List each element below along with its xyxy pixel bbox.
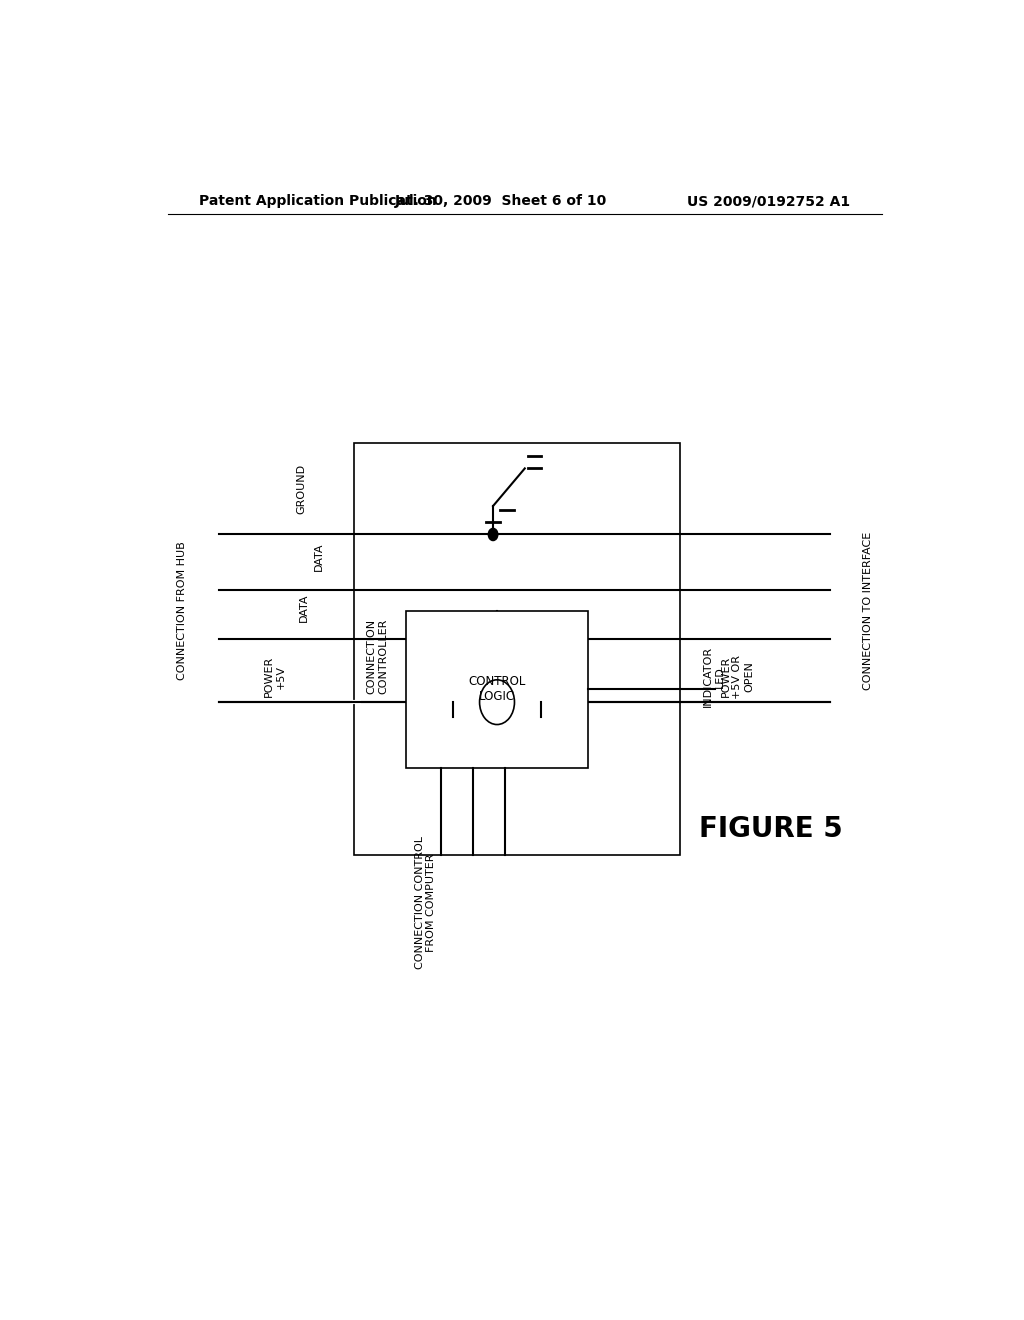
Text: INDICATOR
LED: INDICATOR LED [702, 647, 724, 708]
Text: DATA: DATA [299, 594, 309, 622]
Text: Patent Application Publication: Patent Application Publication [200, 194, 437, 209]
Text: POWER
+5V OR
OPEN: POWER +5V OR OPEN [721, 655, 754, 698]
Circle shape [479, 680, 514, 725]
Circle shape [488, 528, 498, 541]
Text: CONNECTION FROM HUB: CONNECTION FROM HUB [177, 541, 187, 680]
Text: FIGURE 5: FIGURE 5 [699, 816, 843, 843]
Text: Jul. 30, 2009  Sheet 6 of 10: Jul. 30, 2009 Sheet 6 of 10 [395, 194, 607, 209]
Text: CONNECTION TO INTERFACE: CONNECTION TO INTERFACE [862, 532, 872, 690]
Text: US 2009/0192752 A1: US 2009/0192752 A1 [687, 194, 850, 209]
Bar [406, 611, 588, 768]
Text: POWER
+5V: POWER +5V [264, 656, 286, 697]
Bar [354, 444, 680, 854]
Text: GROUND: GROUND [296, 463, 306, 513]
Text: CONNECTION CONTROL
FROM COMPUTER: CONNECTION CONTROL FROM COMPUTER [415, 836, 436, 969]
Text: CONTROL
LOGIC: CONTROL LOGIC [468, 676, 525, 704]
Text: DATA: DATA [313, 543, 324, 572]
Text: CONNECTION
CONTROLLER: CONNECTION CONTROLLER [367, 619, 388, 694]
